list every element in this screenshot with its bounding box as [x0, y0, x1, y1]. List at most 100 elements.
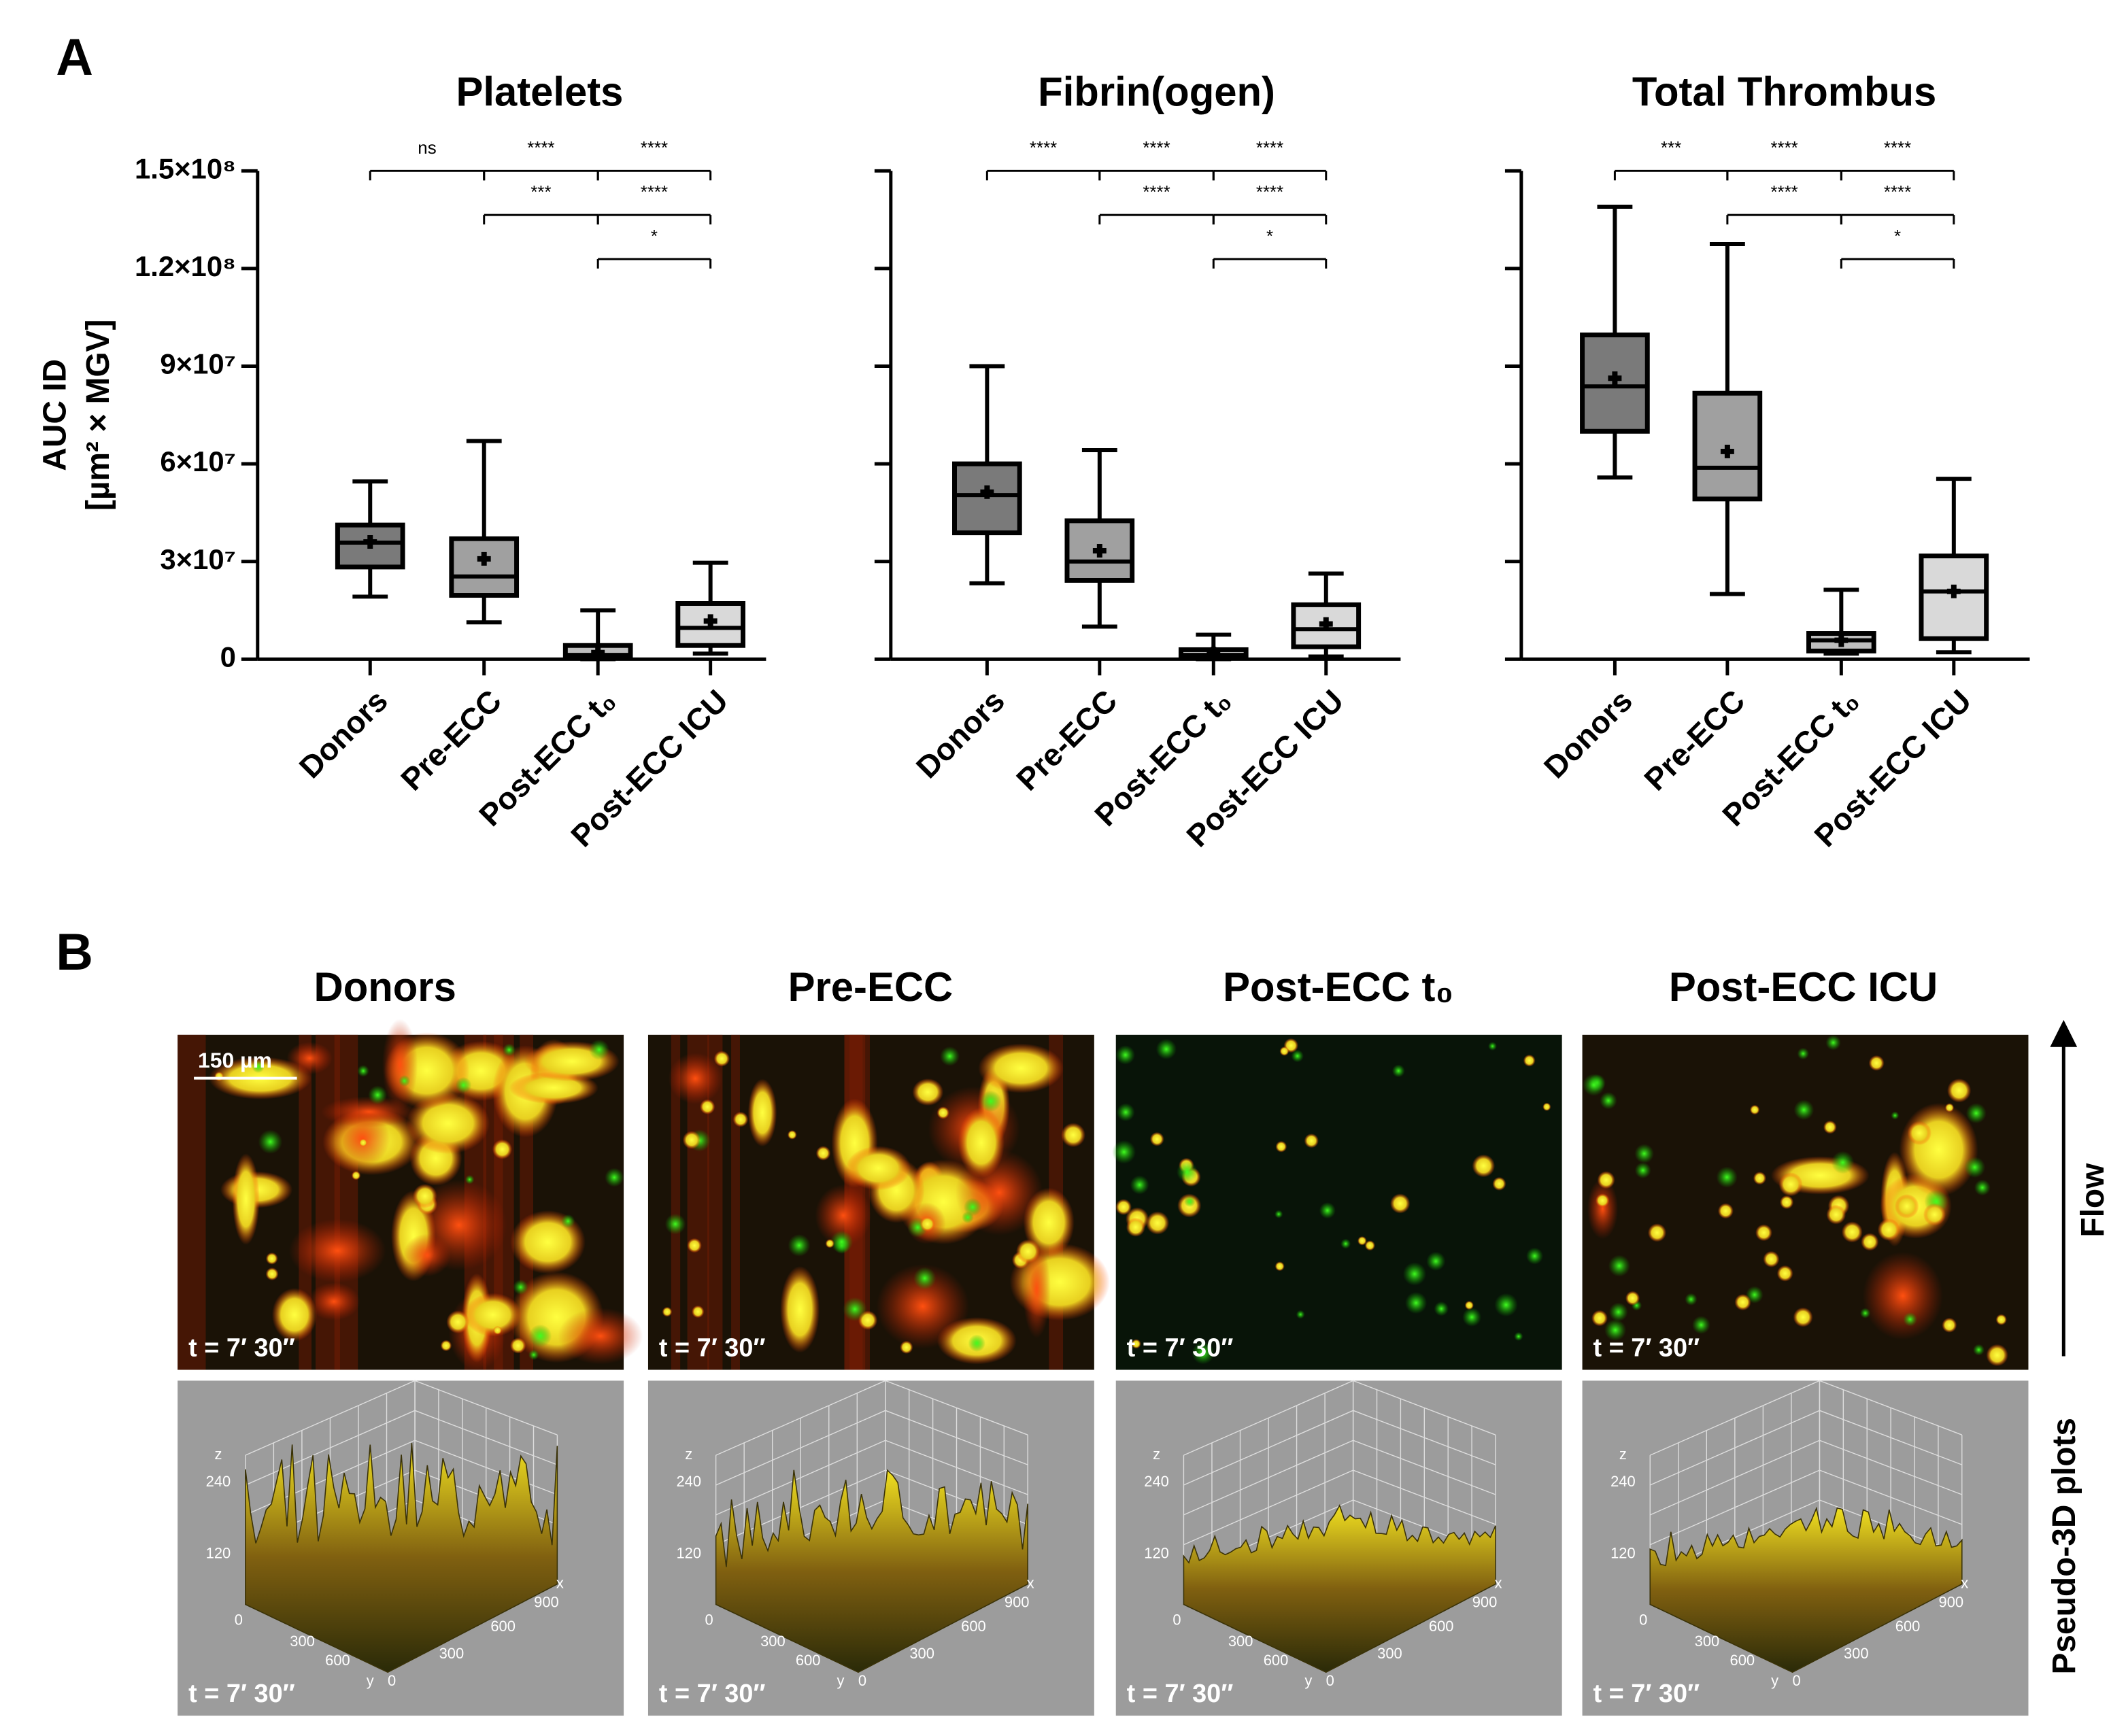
plot-axis-label: x — [1027, 1574, 1034, 1591]
plot-axis-label: 0 — [1172, 1611, 1181, 1628]
mean-marker — [591, 645, 605, 660]
platelet — [1691, 1316, 1710, 1334]
platelet — [1634, 1162, 1651, 1179]
plot-axis-label: y — [367, 1672, 374, 1689]
platelet — [492, 1139, 513, 1159]
plot-axis-label: 0 — [235, 1611, 243, 1628]
significance-label: **** — [1143, 139, 1170, 158]
column-title: Donors — [314, 964, 456, 1010]
plot-axis-label: 900 — [1005, 1593, 1030, 1610]
platelet — [1595, 1193, 1610, 1208]
platelet — [1155, 1038, 1177, 1060]
platelet — [1426, 1251, 1446, 1271]
plot-axis-label: 0 — [388, 1672, 396, 1689]
platelet — [412, 1184, 437, 1208]
y-tick-label: 0 — [220, 641, 236, 673]
plot-axis-label: 900 — [534, 1593, 559, 1610]
platelet — [368, 1085, 388, 1105]
platelet — [1291, 1049, 1304, 1063]
platelet — [446, 1310, 470, 1334]
mean-marker — [1720, 444, 1734, 458]
mean-marker — [980, 485, 994, 499]
aggregate — [382, 1019, 418, 1111]
aggregate — [307, 1282, 360, 1321]
platelet — [258, 1129, 283, 1154]
platelet — [1647, 1223, 1667, 1242]
platelet — [1492, 1176, 1506, 1191]
platelet — [455, 1076, 472, 1093]
platelet — [940, 1046, 960, 1066]
aggregate — [232, 1153, 260, 1245]
platelet — [1859, 1308, 1871, 1318]
mean-marker — [1946, 584, 1961, 598]
y-tick-label: 3×10⁷ — [160, 543, 236, 575]
aggregate — [978, 1043, 1064, 1093]
micrograph — [1112, 1034, 1562, 1370]
platelet — [1608, 1255, 1630, 1277]
platelet — [528, 1349, 539, 1361]
plot-grid — [715, 1440, 1028, 1516]
platelet — [1472, 1154, 1496, 1178]
platelet — [1275, 1140, 1287, 1153]
micrograph — [647, 1034, 1110, 1370]
x-tick-label: Pre-ECC — [1009, 683, 1124, 797]
aggregate — [668, 1053, 723, 1104]
significance-label: **** — [1770, 183, 1798, 202]
significance-label: **** — [1884, 139, 1911, 158]
plot-axis-label: 0 — [705, 1611, 713, 1628]
panel-label: B — [56, 923, 93, 981]
platelet — [1176, 1161, 1198, 1182]
significance-label: * — [651, 227, 658, 246]
y-axis-label: [µm² × MGV] — [80, 320, 116, 511]
platelet — [1184, 1195, 1196, 1208]
platelet — [1279, 1046, 1289, 1056]
platelet — [1525, 1247, 1544, 1265]
aggregate — [1899, 1102, 1978, 1197]
aggregate — [271, 1288, 318, 1342]
plot-grid — [1183, 1440, 1496, 1516]
y-tick-label: 1.5×10⁸ — [135, 152, 236, 184]
time-label: t = 7′ 30″ — [1127, 1334, 1234, 1363]
streak — [707, 1034, 723, 1370]
column-title: Post-ECC ICU — [1669, 964, 1938, 1010]
x-tick-label: Donors — [909, 683, 1011, 785]
plot-grid — [1649, 1469, 1963, 1546]
platelet — [1868, 1055, 1885, 1071]
plot-axis-label: 120 — [1144, 1545, 1169, 1562]
surface — [1649, 1506, 1963, 1673]
platelet — [1995, 1314, 2007, 1325]
aggregate — [288, 1219, 386, 1282]
platelet — [1826, 1204, 1846, 1225]
platelet — [1778, 1172, 1803, 1197]
surface — [1183, 1504, 1496, 1673]
platelet — [1404, 1291, 1428, 1314]
platelet — [1275, 1261, 1285, 1272]
time-label: t = 7′ 30″ — [659, 1680, 766, 1708]
time-label: t = 7′ 30″ — [659, 1334, 766, 1363]
platelet — [1464, 1301, 1474, 1310]
platelet — [252, 1060, 265, 1073]
aggregate — [876, 1264, 969, 1349]
platelet — [1015, 1239, 1041, 1264]
plot-axis-label: 240 — [206, 1473, 231, 1490]
aggregate — [845, 1146, 911, 1191]
mean-marker — [1319, 617, 1333, 631]
plot-axis-label: 300 — [1377, 1645, 1402, 1662]
platelet — [843, 1297, 867, 1322]
platelet — [1974, 1179, 1991, 1196]
platelet — [815, 1146, 831, 1161]
platelet — [1115, 1045, 1135, 1065]
plot-grid — [1183, 1469, 1496, 1546]
platelet — [968, 1334, 986, 1352]
plot-axis-label: 300 — [909, 1645, 934, 1662]
x-tick-label: Pre-ECC — [394, 683, 508, 797]
platelet — [1841, 1221, 1863, 1243]
platelet — [913, 1267, 937, 1290]
plot-axis-label: z — [685, 1446, 692, 1463]
plot-axis-label: z — [214, 1446, 222, 1463]
platelet — [1391, 1064, 1405, 1078]
platelet — [1861, 1233, 1879, 1251]
platelet — [265, 1252, 278, 1265]
